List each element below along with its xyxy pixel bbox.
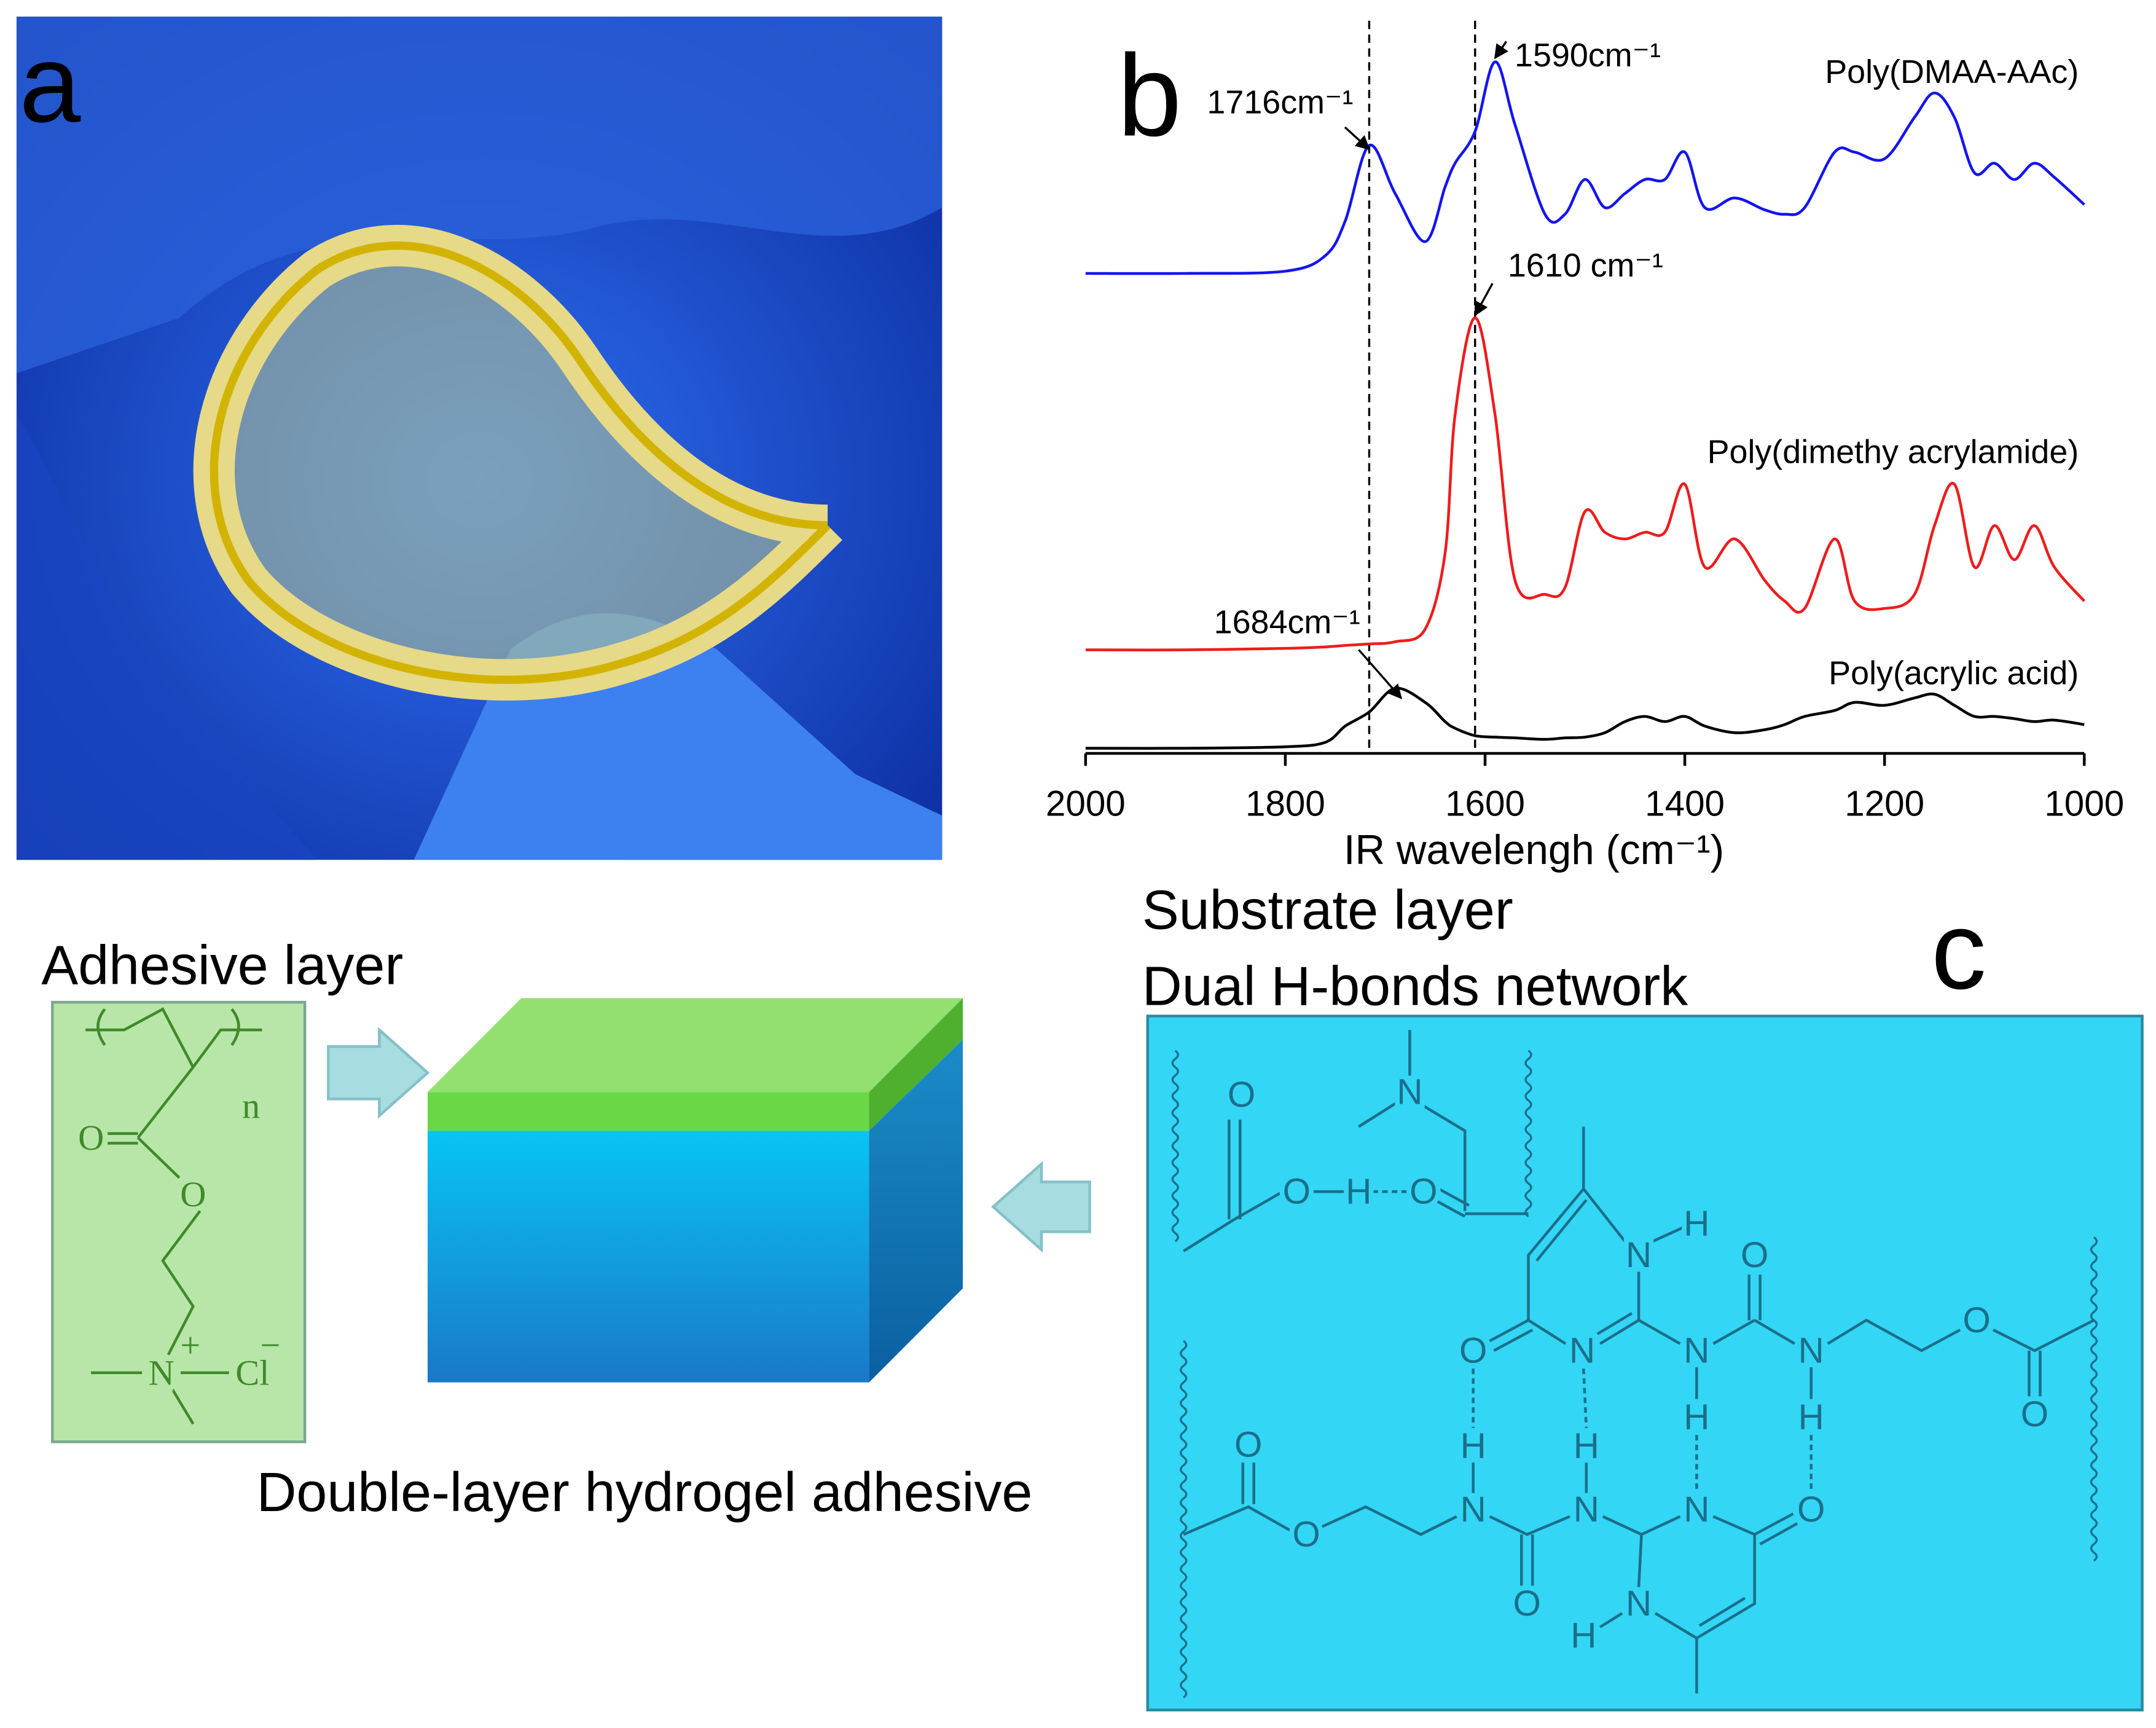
annotation-arrow — [1474, 283, 1494, 316]
atom-label: O — [1283, 1172, 1311, 1212]
polymer-backbones — [1171, 1050, 2098, 1699]
x-tick-label: 1000 — [2044, 783, 2124, 823]
wavy-backbone — [1171, 1050, 1179, 1243]
atom-label: H — [1574, 1426, 1599, 1466]
hydrogen-bonds — [1372, 1190, 1813, 1492]
spectrum-line — [1085, 316, 2085, 651]
network-title: Dual H-bonds network — [1142, 956, 1688, 1017]
network-bonds — [1183, 1029, 2095, 1694]
atom-label: N — [1684, 1490, 1709, 1530]
arrow-left — [991, 1161, 1091, 1253]
adhesive-box — [51, 1000, 307, 1443]
glove-left — [16, 414, 318, 860]
series-label: Poly(DMAA-AAc) — [1825, 53, 2079, 90]
atom-label: O — [180, 1174, 206, 1214]
cube-adhesive-side — [869, 998, 963, 1131]
atom-label: N — [1798, 1330, 1824, 1370]
spectrum-line — [1085, 60, 2085, 275]
x-tick-label: 1400 — [1645, 783, 1725, 823]
series-label: Poly(acrylic acid) — [1829, 655, 2079, 692]
atom-label: O — [1292, 1515, 1320, 1555]
atom-label: N — [149, 1353, 174, 1392]
annotation: 1610 cm⁻¹ — [1508, 247, 1663, 284]
atom-label: O — [1741, 1235, 1768, 1275]
atom-label: H — [1798, 1397, 1824, 1437]
atom-label: N — [1626, 1584, 1652, 1624]
atom-label: + — [180, 1325, 200, 1365]
annotation: 1684cm⁻¹ — [1214, 603, 1360, 640]
atom-label: O — [1234, 1424, 1262, 1464]
atom-label: N — [1684, 1330, 1709, 1370]
x-tick-label: 1600 — [1445, 783, 1525, 823]
adhesive-bonds — [85, 1007, 262, 1425]
wavy-backbone — [1524, 1050, 1532, 1217]
x-tick-label: 1800 — [1245, 783, 1325, 823]
annotation-arrow — [1358, 649, 1403, 699]
schematic: Substrate layer Dual H-bonds network c A… — [41, 880, 2144, 1712]
atom-label: O — [1228, 1075, 1255, 1115]
cube-adhesive-layer — [427, 1092, 869, 1131]
x-tick-label: 2000 — [1046, 783, 1126, 823]
atom-label: N — [1397, 1072, 1422, 1112]
network-box — [1146, 1015, 2144, 1712]
annotation: 1716cm⁻¹ — [1207, 84, 1353, 120]
atom-label: N — [1574, 1490, 1599, 1530]
x-tick-label: 1200 — [1844, 783, 1924, 823]
atom-label: O — [2021, 1394, 2048, 1434]
glove-top — [16, 16, 943, 374]
atom-label: H — [1684, 1397, 1709, 1437]
annotation-arrow — [1344, 126, 1371, 151]
atom-label: H — [1684, 1203, 1709, 1243]
substrate-title: Substrate layer — [1142, 880, 1513, 941]
atom-label: H — [1346, 1172, 1371, 1212]
cube-top — [427, 998, 963, 1093]
atom-label: H — [1460, 1426, 1486, 1466]
gel-adhesive-layer — [210, 242, 831, 685]
ir-chart: b IR wavelengh (cm⁻¹) 2000 1800 1600 1400 12… — [1046, 20, 2124, 873]
photo: a — [16, 16, 943, 860]
x-axis-label: IR wavelengh (cm⁻¹) — [1344, 827, 1724, 873]
adhesive-structure: n O O +N Cl− — [74, 1082, 284, 1397]
annotation-arrow — [1494, 41, 1508, 60]
atom-label: H — [1570, 1616, 1596, 1655]
arrow-right — [327, 1026, 430, 1119]
atom-label: N — [1569, 1330, 1595, 1370]
atom-label: O — [1409, 1172, 1437, 1212]
atom-label: Cl — [235, 1353, 269, 1392]
atom-label: O — [1513, 1584, 1541, 1624]
panel-label: c — [1931, 889, 1986, 1012]
atom-label: O — [1797, 1490, 1825, 1530]
product-label: Double-layer hydrogel adhesive — [257, 1462, 1033, 1523]
atom-label: N — [1626, 1235, 1652, 1275]
panel-label: a — [19, 22, 80, 146]
atom-label: O — [78, 1118, 104, 1158]
gel-body — [214, 245, 828, 680]
spectrum-line — [1085, 686, 2085, 750]
cube-substrate-front — [427, 1131, 869, 1383]
wavy-backbone — [2090, 1236, 2098, 1562]
series-label: Poly(dimethy acrylamide) — [1707, 434, 2079, 471]
cube-substrate-side — [869, 1039, 963, 1383]
atom-label: n — [242, 1086, 260, 1126]
atom-label: − — [261, 1325, 281, 1365]
wavy-backbone — [1180, 1340, 1188, 1699]
adhesive-title: Adhesive layer — [41, 935, 403, 997]
annotation: 1590cm⁻¹ — [1515, 37, 1661, 74]
atom-label: O — [1459, 1330, 1487, 1370]
panel-label: b — [1117, 31, 1182, 160]
atom-label: N — [1460, 1490, 1486, 1530]
atom-label: O — [1962, 1300, 1990, 1340]
